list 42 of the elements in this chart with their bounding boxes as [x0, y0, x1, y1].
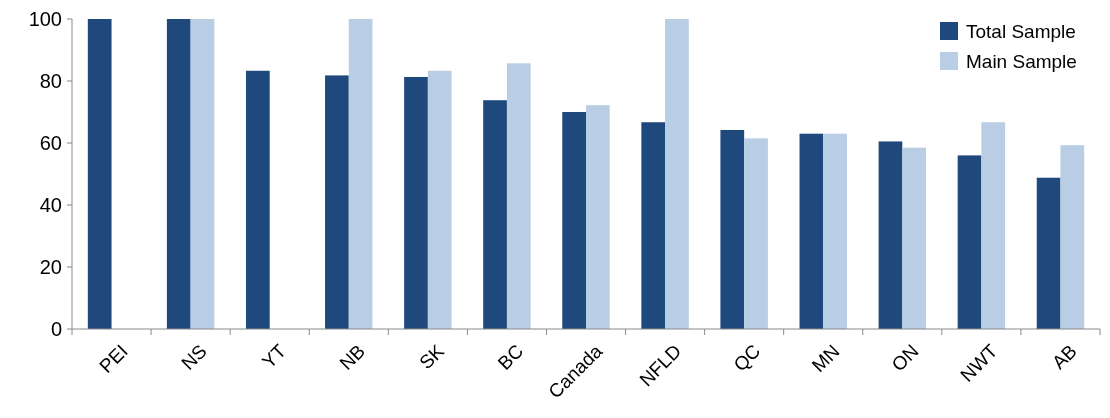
bar: [427, 70, 452, 329]
y-tick-label: 60: [39, 132, 62, 154]
bar: [483, 100, 507, 329]
bar: [1036, 177, 1061, 329]
bar: [325, 75, 349, 329]
bar: [1060, 145, 1085, 329]
x-tick-label: SK: [415, 340, 449, 374]
bar: [348, 19, 373, 329]
bar: [720, 129, 745, 329]
y-tick-label: 80: [39, 70, 62, 92]
x-tick-label: ON: [887, 340, 923, 376]
bar: [245, 70, 270, 329]
bar: [190, 19, 215, 329]
bar: [799, 133, 824, 329]
bar: [506, 63, 531, 329]
legend-label: Main Sample: [966, 50, 1077, 72]
x-tick-label: NB: [335, 340, 369, 374]
x-tick-label: MN: [807, 340, 844, 377]
bar: [744, 138, 768, 329]
x-tick-label: AB: [1047, 340, 1081, 374]
bar: [87, 19, 112, 329]
bar: [641, 122, 666, 329]
bar: [665, 19, 689, 329]
x-tick-label: YT: [257, 340, 291, 373]
bar: [878, 141, 903, 329]
x-tick-label: QC: [729, 340, 765, 376]
bar: [562, 112, 586, 329]
x-tick-label: PEI: [95, 340, 132, 377]
bar: [166, 19, 191, 329]
bar: [823, 133, 847, 329]
bar: [586, 105, 610, 329]
bar: [981, 122, 1006, 329]
bar: [902, 147, 927, 329]
y-tick-label: 0: [50, 318, 62, 340]
bar: [957, 155, 982, 329]
x-tick-label: BC: [493, 340, 528, 374]
x-tick-label: NS: [177, 340, 211, 374]
bar: [404, 76, 428, 329]
y-tick-label: 100: [28, 8, 62, 30]
y-tick-label: 20: [39, 256, 62, 278]
y-tick-label: 40: [39, 194, 62, 216]
legend-label: Total Sample: [966, 20, 1076, 42]
